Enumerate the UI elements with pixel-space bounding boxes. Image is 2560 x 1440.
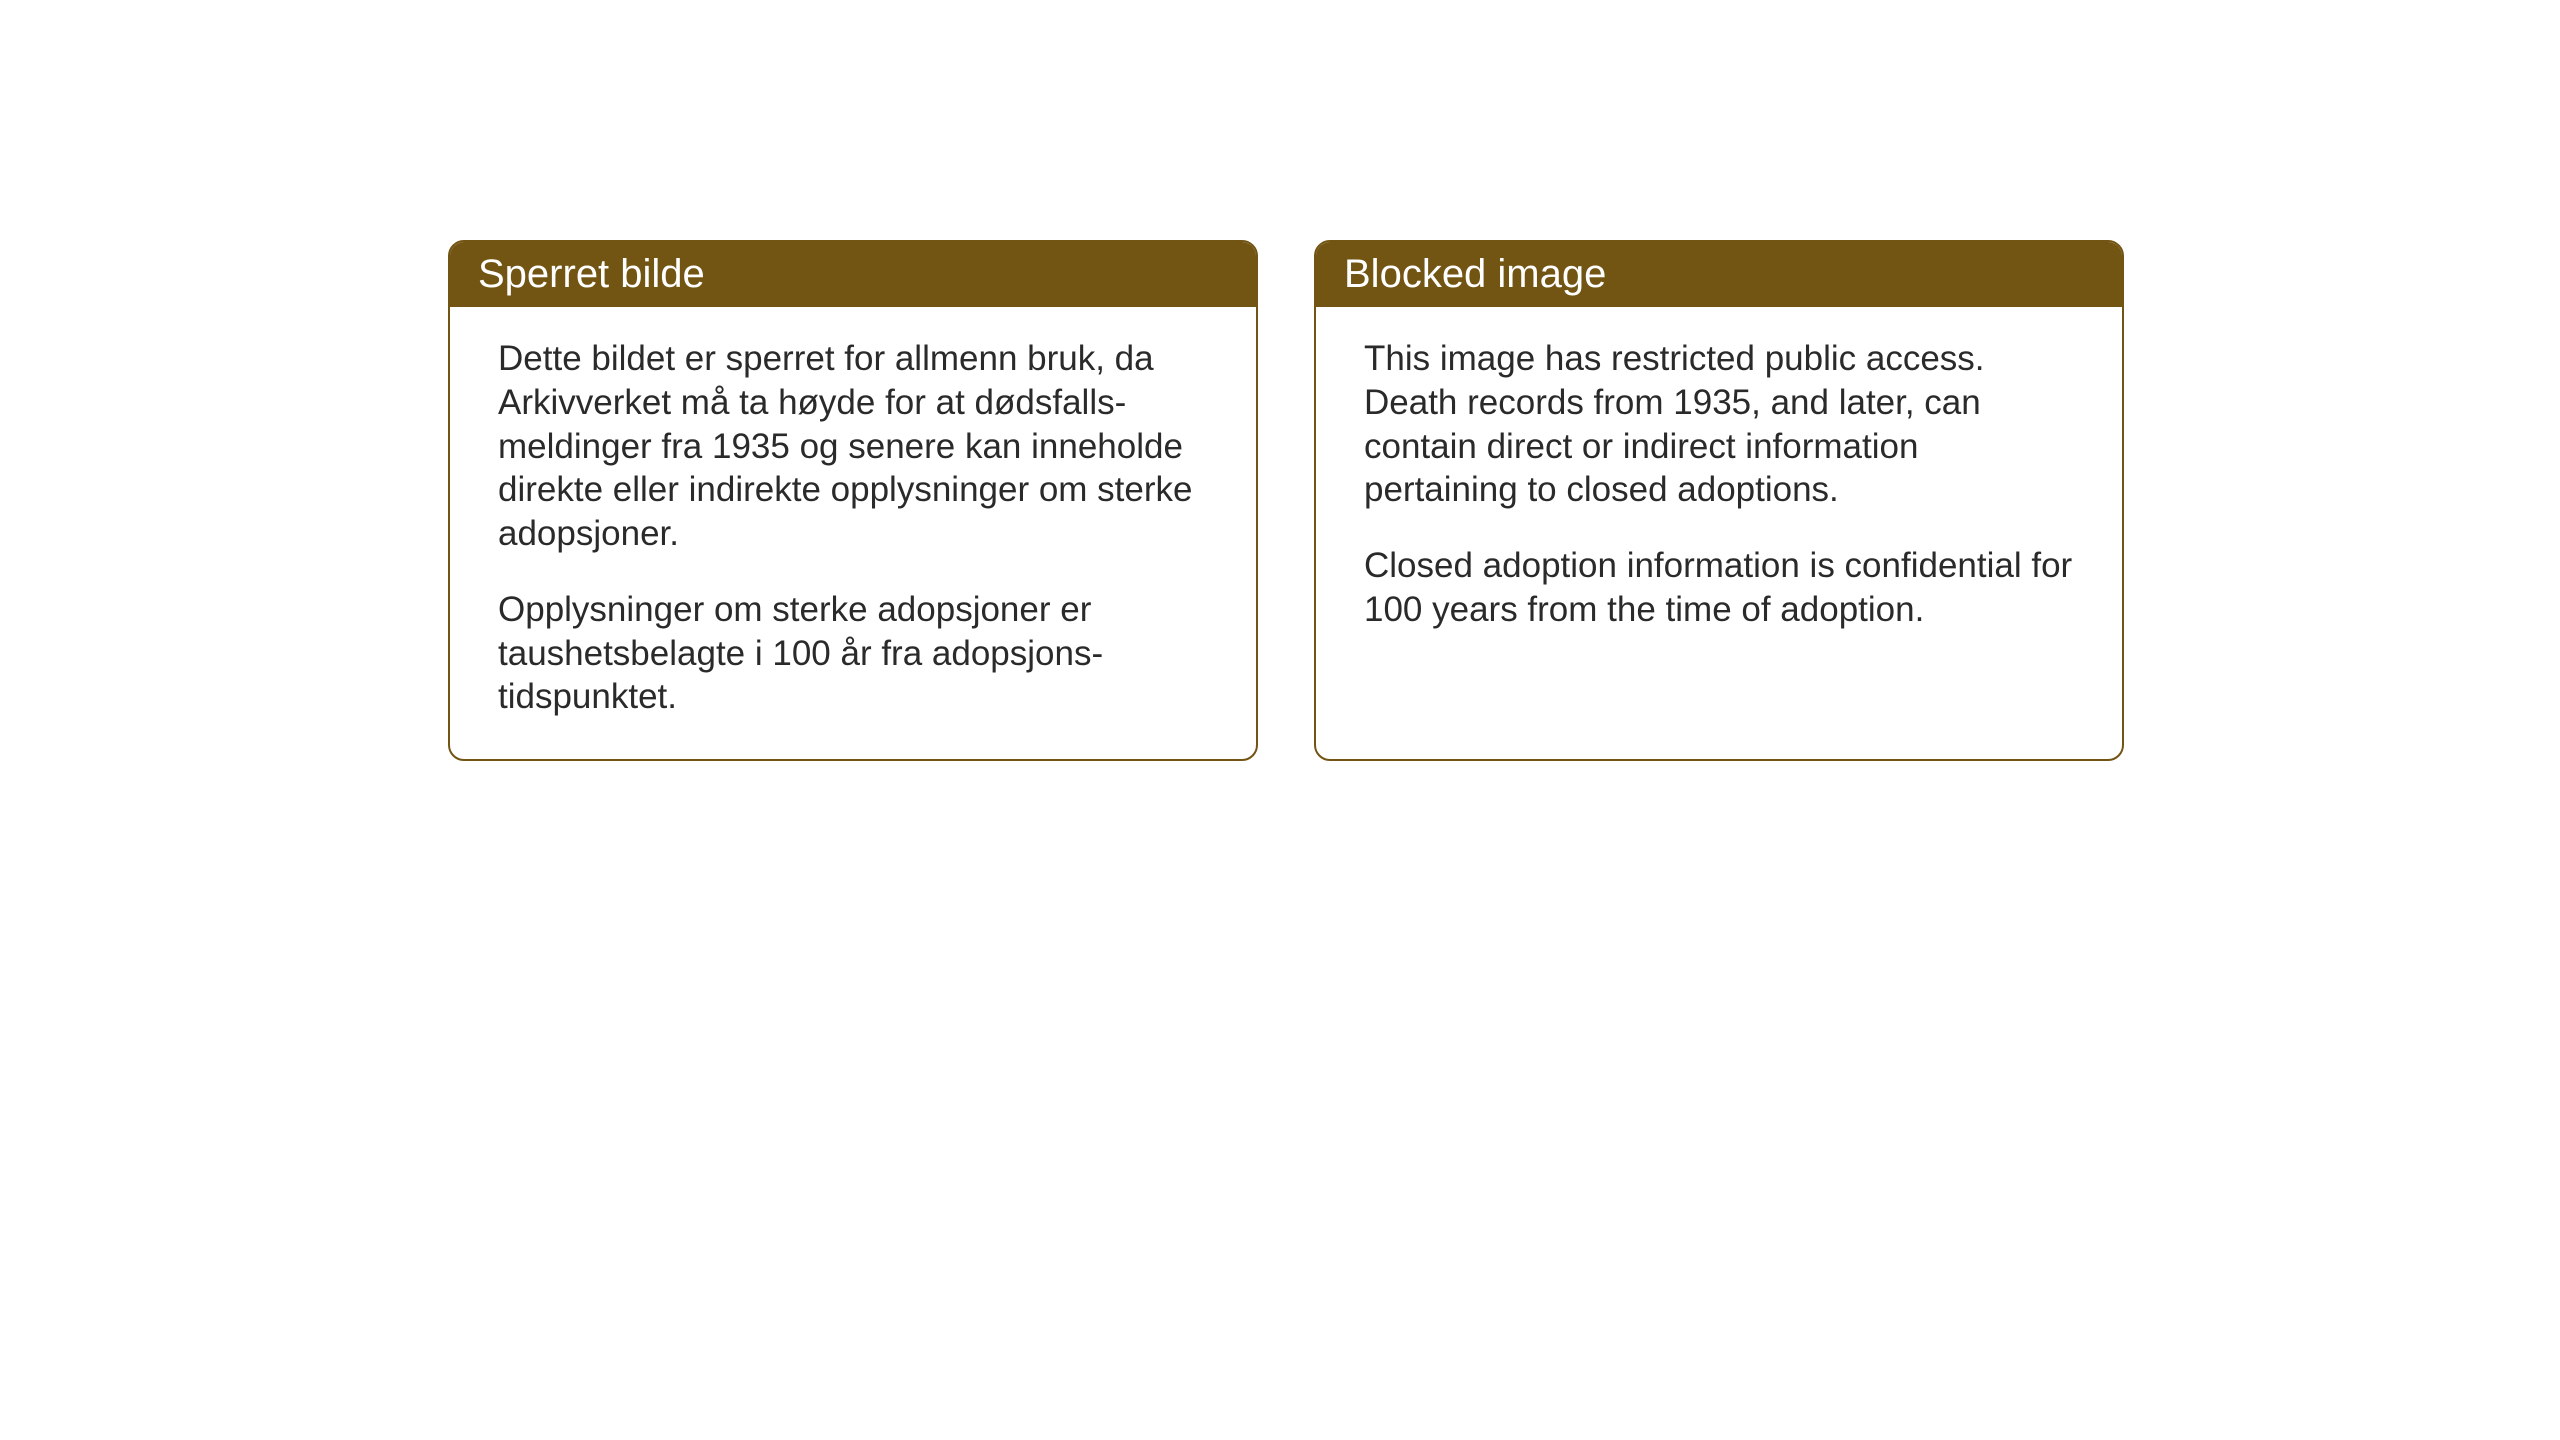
english-notice-card: Blocked image This image has restricted … [1314, 240, 2124, 761]
norwegian-card-body: Dette bildet er sperret for allmenn bruk… [450, 307, 1256, 759]
norwegian-card-header: Sperret bilde [450, 242, 1256, 307]
norwegian-card-title: Sperret bilde [478, 252, 705, 296]
norwegian-notice-card: Sperret bilde Dette bildet er sperret fo… [448, 240, 1258, 761]
norwegian-paragraph-1: Dette bildet er sperret for allmenn bruk… [498, 337, 1208, 556]
english-paragraph-1: This image has restricted public access.… [1364, 337, 2074, 512]
notice-cards-container: Sperret bilde Dette bildet er sperret fo… [448, 240, 2124, 761]
english-card-header: Blocked image [1316, 242, 2122, 307]
english-paragraph-2: Closed adoption information is confident… [1364, 544, 2074, 632]
norwegian-paragraph-2: Opplysninger om sterke adopsjoner er tau… [498, 588, 1208, 719]
english-card-title: Blocked image [1344, 252, 1606, 296]
english-card-body: This image has restricted public access.… [1316, 307, 2122, 672]
